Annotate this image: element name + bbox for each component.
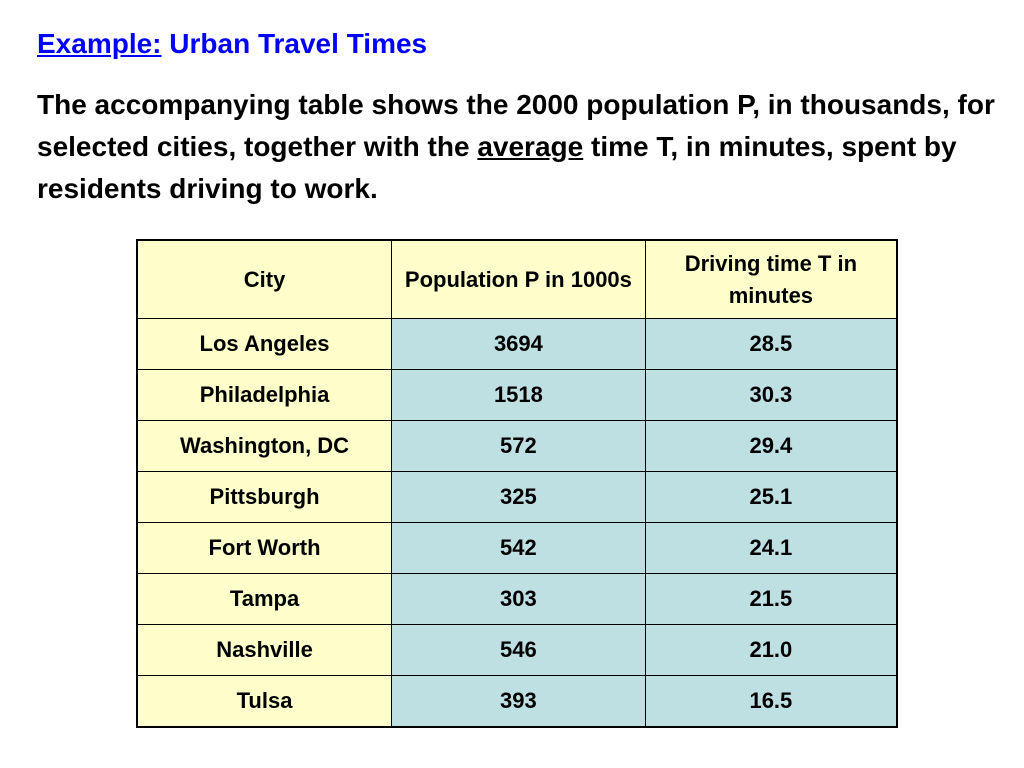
cell-driving-time: 25.1 <box>644 471 898 523</box>
cell-driving-time: 21.5 <box>644 573 898 625</box>
table-row: Philadelphia 1518 30.3 <box>136 369 898 421</box>
cell-city: Tampa <box>136 573 393 625</box>
table-row: Fort Worth 542 24.1 <box>136 522 898 574</box>
cell-population: 3694 <box>391 318 646 370</box>
cell-population: 1518 <box>391 369 646 421</box>
table-body: Los Angeles 3694 28.5 Philadelphia 1518 30.3 W… <box>136 318 898 728</box>
intro-emphasis: average <box>477 131 584 162</box>
table-row: Tampa 303 21.5 <box>136 573 898 625</box>
header-city: City <box>136 239 393 319</box>
cell-population: 393 <box>391 675 646 728</box>
intro-text-after: time T, in minutes, spent by residents d… <box>37 131 957 204</box>
intro-text-before: The accompanying table shows the 2000 po… <box>37 89 995 162</box>
cell-driving-time: 24.1 <box>644 522 898 574</box>
slide-title: Example: Urban Travel Times <box>37 24 427 64</box>
cell-population: 572 <box>391 420 646 472</box>
cell-city: Washington, DC <box>136 420 393 472</box>
cell-city: Fort Worth <box>136 522 393 574</box>
cell-driving-time: 21.0 <box>644 624 898 676</box>
cell-driving-time: 28.5 <box>644 318 898 370</box>
city-travel-table: City Population P in 1000s Driving time … <box>136 239 898 728</box>
table-row: Washington, DC 572 29.4 <box>136 420 898 472</box>
table-row: Tulsa 393 16.5 <box>136 675 898 728</box>
cell-city: Los Angeles <box>136 318 393 370</box>
header-driving-time: Driving time T in minutes <box>644 239 898 319</box>
cell-driving-time: 29.4 <box>644 420 898 472</box>
table-row: Pittsburgh 325 25.1 <box>136 471 898 523</box>
title-text: Urban Travel Times <box>169 28 428 59</box>
header-population: Population P in 1000s <box>391 239 646 319</box>
cell-city: Philadelphia <box>136 369 393 421</box>
cell-population: 303 <box>391 573 646 625</box>
cell-city: Nashville <box>136 624 393 676</box>
cell-city: Tulsa <box>136 675 393 728</box>
table-row: Los Angeles 3694 28.5 <box>136 318 898 370</box>
cell-population: 325 <box>391 471 646 523</box>
cell-driving-time: 16.5 <box>644 675 898 728</box>
table-row: Nashville 546 21.0 <box>136 624 898 676</box>
cell-population: 546 <box>391 624 646 676</box>
intro-paragraph: The accompanying table shows the 2000 po… <box>37 84 997 210</box>
cell-city: Pittsburgh <box>136 471 393 523</box>
cell-population: 542 <box>391 522 646 574</box>
table-header-row: City Population P in 1000s Driving time … <box>136 239 898 319</box>
title-prefix: Example: <box>37 28 162 59</box>
cell-driving-time: 30.3 <box>644 369 898 421</box>
